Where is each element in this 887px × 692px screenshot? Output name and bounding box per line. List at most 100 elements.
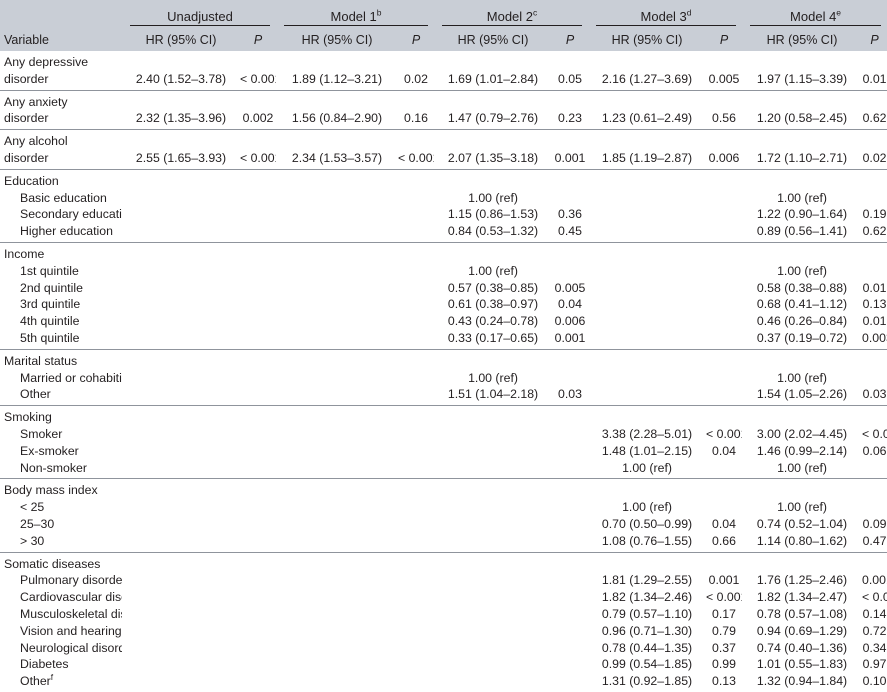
row-label: Vision and hearing [20, 623, 122, 638]
table-row: Otherf 1.31 (0.92–1.85) 0.13 1.32 (0.94–1.8… [0, 673, 887, 692]
p-value-cell [240, 330, 276, 349]
hr-cell [122, 516, 240, 533]
table-row: Other 1.51 (1.04–2.18) 0.03 1.54 (1.05–2.26… [0, 386, 887, 405]
row-label: Higher education [20, 224, 113, 239]
header-hr: HR (95% CI) [742, 29, 863, 51]
hr-cell [122, 572, 240, 589]
hr-cell: 2.32 (1.35–3.96) [135, 111, 227, 126]
row-label: Cardiovascular disorders [20, 590, 122, 605]
table-row: Secondary education 1.15 (0.86–1.53) 0.36 1… [0, 206, 887, 223]
p-value-cell [706, 349, 742, 369]
hr-cell: 1.00 (ref) [468, 370, 518, 385]
header-hr: HR (95% CI) [276, 29, 398, 51]
header-group-model-1: Model 1b [276, 0, 435, 29]
row-label: disorder [4, 150, 49, 165]
row-label: 3rd quintile [20, 297, 81, 312]
table-row: Musculoskeletal disorders 0.79 (0.57–1.10… [0, 606, 887, 623]
p-value-cell: 0.14 [862, 606, 887, 621]
p-value-cell [240, 313, 276, 330]
p-value-cell: 0.005 [554, 280, 586, 295]
p-value-cell [552, 443, 588, 460]
p-value-cell: 0.13 [712, 674, 736, 689]
p-value-cell: < 0.001 [862, 426, 887, 441]
p-value-cell: < 0.001 [706, 426, 742, 441]
hr-cell [122, 51, 240, 71]
hr-cell [588, 90, 706, 110]
p-value-cell [862, 406, 887, 426]
p-value-cell: < 0.001 [706, 590, 742, 605]
hr-cell: 3.38 (2.28–5.01) [601, 426, 693, 441]
hr-cell [276, 130, 398, 150]
p-value-cell: 0.37 [712, 640, 736, 655]
hr-cell: 0.94 (0.69–1.29) [756, 623, 848, 638]
hr-cell: 0.46 (0.26–0.84) [756, 314, 848, 329]
p-value-cell [706, 223, 742, 242]
p-value-cell [552, 516, 588, 533]
hr-cell [122, 533, 240, 552]
p-value-cell [398, 552, 434, 572]
p-value-cell [240, 280, 276, 297]
p-value-cell [240, 623, 276, 640]
row-label: Education [4, 173, 59, 188]
p-value-cell [552, 426, 588, 443]
hr-cell [434, 606, 552, 623]
p-value-cell [398, 673, 434, 692]
hr-cell [276, 90, 398, 110]
table-row: Pulmonary disorders 1.81 (1.29–2.55) 0.001… [0, 572, 887, 589]
p-value-cell: 0.72 [862, 623, 887, 638]
p-value-cell: 0.99 [712, 657, 736, 672]
p-value-cell [706, 330, 742, 349]
row-label: Neurological disorders [20, 640, 122, 655]
hr-cell [276, 263, 398, 280]
hr-cell [122, 589, 240, 606]
hr-cell: 1.48 (1.01–2.15) [601, 443, 693, 458]
p-value-cell [398, 443, 434, 460]
hr-cell: 0.68 (0.41–1.12) [756, 297, 848, 312]
p-value-cell [398, 460, 434, 479]
table-row: disorder 2.55 (1.65–3.93) < 0.001 2.34 (1.5… [0, 150, 887, 169]
p-value-cell: 0.06 [862, 443, 887, 458]
row-label: Marital status [4, 353, 78, 368]
table-row: Vision and hearing 0.96 (0.71–1.30) 0.79 0.… [0, 623, 887, 640]
hr-cell [742, 479, 862, 499]
hr-cell [122, 349, 240, 369]
hr-cell [742, 349, 862, 369]
hr-cell [276, 499, 398, 516]
p-value-cell [398, 130, 434, 150]
p-value-cell: 0.56 [712, 111, 736, 126]
hr-cell [122, 90, 240, 110]
hr-cell [276, 406, 398, 426]
table-row: Non-smoker 1.00 (ref) 1.00 (ref) [0, 460, 887, 479]
hr-cell [434, 516, 552, 533]
hr-cell: 1.56 (0.84–2.90) [291, 111, 383, 126]
hr-cell: 2.07 (1.35–3.18) [447, 150, 539, 165]
table-row: Cardiovascular disorders 1.82 (1.34–2.46)… [0, 589, 887, 606]
hr-cell [276, 656, 398, 673]
p-value-cell [240, 479, 276, 499]
p-value-cell [240, 426, 276, 443]
table-row: Diabetes 0.99 (0.54–1.85) 0.99 1.01 (0.55–1… [0, 656, 887, 673]
p-value-cell [862, 370, 887, 387]
hr-cell [122, 460, 240, 479]
row-label: Pulmonary disorders [20, 573, 122, 588]
p-value-cell [862, 130, 887, 150]
p-value-cell [706, 370, 742, 387]
hr-cell [742, 242, 862, 262]
p-value-cell [552, 51, 588, 71]
p-value-cell: 0.10 [862, 674, 887, 689]
p-value-cell: 0.02 [862, 150, 887, 165]
hr-cell [276, 589, 398, 606]
row-label: Smoker [20, 426, 63, 441]
hr-cell [276, 673, 398, 692]
p-value-cell: 0.001 [862, 573, 887, 588]
hr-cell: 1.46 (0.99–2.14) [756, 443, 848, 458]
p-value-cell [398, 426, 434, 443]
table-row: 2nd quintile 0.57 (0.38–0.85) 0.005 0.58 (0… [0, 280, 887, 297]
p-value-cell: 0.001 [554, 330, 586, 345]
header-variable: Variable [0, 29, 122, 51]
p-value-cell [398, 242, 434, 262]
p-value-cell [552, 169, 588, 189]
hr-cell: 1.23 (0.61–2.49) [601, 111, 693, 126]
p-value-cell: 0.09 [862, 516, 887, 531]
